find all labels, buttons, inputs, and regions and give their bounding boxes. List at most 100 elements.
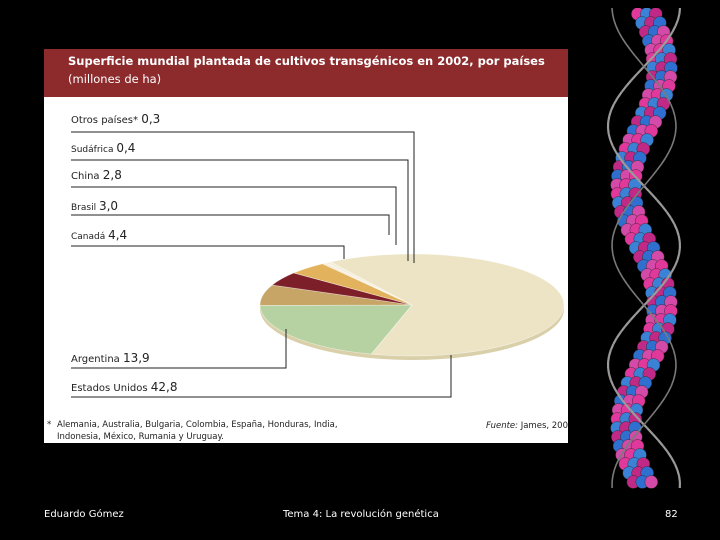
helix-backbone <box>613 259 618 267</box>
helix-backbone <box>674 367 677 375</box>
helix-backbone <box>613 223 618 231</box>
helix-backbone <box>659 397 666 405</box>
pie-slice-china <box>292 263 413 306</box>
helix-backbone <box>624 403 632 411</box>
helix-backbone <box>660 157 667 165</box>
helix-backbone <box>656 163 663 171</box>
pie-slice-argentina <box>259 304 413 355</box>
helix-backbone <box>607 133 612 141</box>
helix-backbone <box>625 43 632 51</box>
helix-backbone <box>623 163 631 171</box>
helix-backbone <box>670 265 676 273</box>
helix-backbone <box>615 331 622 339</box>
helix-backbone <box>606 127 610 135</box>
helix-backbone <box>678 8 682 15</box>
pie-label-china: China 2,8 <box>71 168 122 182</box>
helix-backbone <box>630 73 638 81</box>
helix-backbone <box>625 79 633 87</box>
helix-backbone <box>615 391 622 399</box>
helix-backbone <box>676 13 681 21</box>
helix-backbone <box>633 175 642 183</box>
helix-backbone <box>647 55 655 63</box>
helix-backbone <box>674 355 677 363</box>
helix-backbone <box>618 451 624 459</box>
helix-backbone <box>616 217 621 225</box>
helix-backbone <box>636 187 643 195</box>
helix-backbone <box>673 133 677 141</box>
helix-backbone <box>673 259 679 267</box>
helix-backbone <box>628 169 636 177</box>
helix-backbone <box>630 289 637 297</box>
helix-backbone <box>645 187 653 195</box>
helix-backbone <box>622 445 628 453</box>
pie-label-brasil: Brasil 3,0 <box>71 199 118 213</box>
helix-backbone <box>612 337 618 345</box>
helix-atom <box>644 475 658 489</box>
helix-backbone <box>659 325 666 333</box>
helix-backbone <box>678 247 681 255</box>
helix-backbone <box>649 73 656 81</box>
helix-backbone <box>646 175 653 183</box>
helix-backbone <box>631 193 638 201</box>
helix-backbone <box>611 13 615 21</box>
helix-backbone <box>664 151 670 159</box>
leader-line-argentina <box>71 329 287 369</box>
helix-backbone <box>669 103 674 111</box>
leader-line-canada <box>71 245 345 259</box>
pie-label-argentina: Argentina 13,9 <box>71 351 150 365</box>
source-text: James, 200 <box>520 421 568 431</box>
helix-backbone <box>670 343 675 351</box>
helix-backbone <box>613 97 619 105</box>
helix-backbone <box>610 103 615 111</box>
helix-backbone <box>612 385 618 393</box>
helix-backbone <box>676 253 681 261</box>
helix-backbone <box>635 427 642 435</box>
helix-backbone <box>607 355 611 363</box>
helix-backbone <box>613 463 618 471</box>
helix-backbone <box>607 115 611 123</box>
helix-backbone <box>667 31 674 39</box>
helix-backbone <box>621 37 627 45</box>
page-number: 82 <box>665 509 678 520</box>
helix-backbone <box>614 151 621 159</box>
helix-backbone <box>651 169 658 177</box>
footnote-marker: * <box>47 420 52 430</box>
helix-backbone <box>612 469 616 477</box>
helix-backbone <box>640 301 647 309</box>
helix-backbone <box>672 373 676 381</box>
helix-backbone <box>665 211 672 219</box>
helix-backbone <box>607 349 612 357</box>
helix-backbone <box>615 265 621 273</box>
leader-line-brasil <box>71 214 390 235</box>
chart-subtitle: (millones de ha) <box>68 72 162 86</box>
helix-backbone <box>666 97 672 105</box>
helix-backbone <box>667 337 672 345</box>
helix-backbone <box>646 427 654 435</box>
helix-backbone <box>608 109 613 117</box>
leader-line-sudafrica <box>71 159 409 261</box>
helix-backbone <box>619 397 627 405</box>
helix-backbone <box>626 283 633 291</box>
helix-backbone <box>667 385 673 393</box>
helix-backbone <box>609 139 614 147</box>
helix-backbone <box>651 433 659 441</box>
helix-backbone <box>666 451 673 459</box>
helix-backbone <box>635 307 643 315</box>
pie-label-canada: Canadá 4,4 <box>71 228 127 242</box>
pie-label-estados-unidos: Estados Unidos 42,8 <box>71 380 177 394</box>
helix-backbone <box>654 79 661 87</box>
helix-backbone <box>646 295 654 303</box>
leader-line-china <box>71 186 397 245</box>
helix-backbone <box>620 85 628 93</box>
footnote-text: Alemania, Australia, Bulgaria, Colombia,… <box>57 420 338 442</box>
helix-backbone <box>651 289 659 297</box>
helix-backbone <box>607 367 611 375</box>
helix-backbone <box>670 457 676 465</box>
helix-backbone <box>612 229 616 237</box>
helix-backbone <box>615 25 620 33</box>
helix-backbone <box>650 193 658 201</box>
pie-slice-estados-unidos <box>329 253 565 357</box>
pie-label-otros-paises: Otros países* 0,3 <box>71 112 160 126</box>
helix-backbone <box>664 391 669 399</box>
helix-backbone <box>655 319 662 327</box>
